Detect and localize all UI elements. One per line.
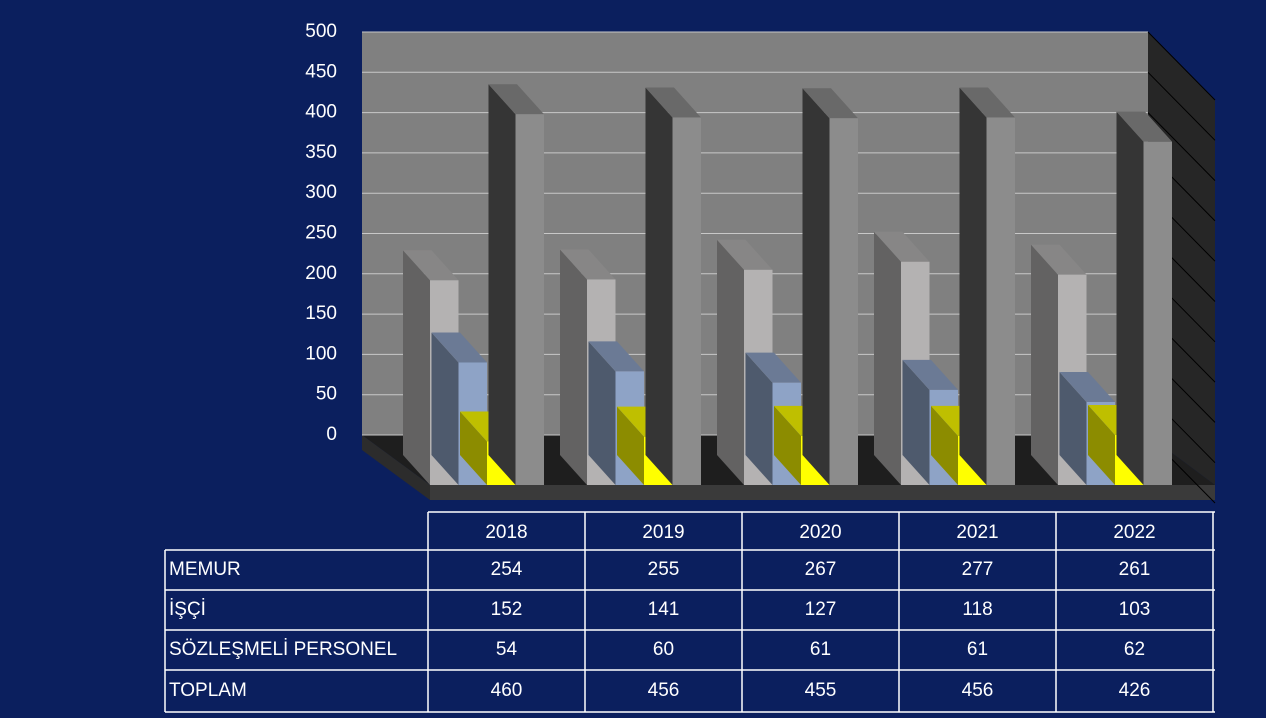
x-tick-label: 2021	[956, 522, 998, 543]
bar-side	[617, 406, 644, 485]
table-value: 455	[805, 680, 837, 701]
y-tick-label: 500	[305, 21, 337, 42]
table-value: 277	[962, 559, 994, 580]
table-value: 127	[805, 599, 837, 620]
bar-side	[874, 231, 901, 485]
table-value: 456	[648, 680, 680, 701]
table-value: 460	[491, 680, 523, 701]
bar-top	[802, 88, 858, 119]
table-value: 456	[962, 680, 994, 701]
bar-side	[1031, 244, 1058, 485]
y-tick-label: 300	[305, 182, 337, 203]
bar-top	[488, 84, 544, 115]
y-tick-label: 200	[305, 263, 337, 284]
bar-top	[403, 250, 459, 281]
bar-top	[560, 249, 616, 280]
bar-side	[717, 239, 744, 485]
x-tick-label: 2020	[799, 522, 841, 543]
grid-line	[1147, 71, 1216, 141]
bar-side	[745, 352, 773, 485]
bar-top	[1031, 244, 1087, 275]
x-tick-label: 2019	[642, 522, 684, 543]
y-tick-label: 250	[305, 223, 337, 244]
y-tick-label: 400	[305, 102, 337, 123]
table-value: 152	[491, 599, 523, 620]
y-tick-label: 450	[305, 61, 337, 82]
bar-top	[1059, 371, 1115, 402]
bar	[986, 117, 1015, 486]
bar-top	[959, 87, 1015, 118]
y-tick-label: 350	[305, 142, 337, 163]
table-value: 54	[496, 639, 518, 660]
bar-side	[560, 249, 587, 485]
table-value: 61	[967, 639, 988, 660]
bar-side	[403, 250, 430, 485]
floor-edge	[430, 485, 1215, 500]
bar-side	[774, 405, 801, 485]
table-value: 255	[648, 559, 680, 580]
floor-edge	[362, 435, 430, 500]
bar-side	[460, 411, 487, 485]
bar	[829, 118, 858, 486]
table-value: 60	[653, 639, 674, 660]
table-value: 62	[1124, 639, 1145, 660]
bar-top	[902, 359, 958, 390]
bar-top	[1116, 111, 1172, 142]
bar-side	[488, 84, 516, 486]
bar-side	[802, 88, 830, 486]
x-tick-label: 2022	[1113, 522, 1155, 543]
table-value: 141	[648, 599, 680, 620]
grid-line	[1147, 31, 1216, 101]
bar-side	[431, 332, 459, 485]
table-value: 261	[1119, 559, 1151, 580]
legend-label: MEMUR	[169, 559, 241, 580]
bar-side	[645, 87, 673, 486]
legend-label: TOPLAM	[169, 680, 247, 701]
bar-side	[931, 405, 958, 485]
bar-side	[959, 87, 987, 486]
table-value: 103	[1119, 599, 1151, 620]
bar-top	[874, 231, 930, 262]
bar	[1143, 141, 1172, 486]
y-tick-label: 0	[326, 424, 337, 445]
bar-side	[902, 359, 930, 485]
bar	[515, 114, 544, 486]
legend-label: SÖZLEŞMELİ PERSONEL	[169, 639, 397, 660]
legend-label: İŞÇİ	[169, 599, 206, 620]
table-value: 61	[810, 639, 831, 660]
bar-top	[645, 87, 701, 118]
grid-line	[1147, 112, 1216, 181]
bar-top	[745, 352, 801, 383]
y-tick-label: 150	[305, 303, 337, 324]
table-value: 267	[805, 559, 837, 580]
x-tick-label: 2018	[485, 522, 527, 543]
bar-top	[717, 239, 773, 270]
table-value: 254	[491, 559, 523, 580]
bar-side	[1088, 405, 1115, 485]
bar	[672, 117, 701, 486]
y-tick-label: 100	[305, 343, 337, 364]
table-value: 118	[962, 599, 992, 620]
bar-top	[588, 341, 644, 372]
table-value: 426	[1119, 680, 1151, 701]
y-tick-label: 50	[316, 384, 337, 405]
bar-side	[1059, 371, 1087, 485]
bar-top	[431, 332, 487, 363]
bar-side	[588, 341, 616, 485]
bar-side	[1116, 111, 1144, 486]
